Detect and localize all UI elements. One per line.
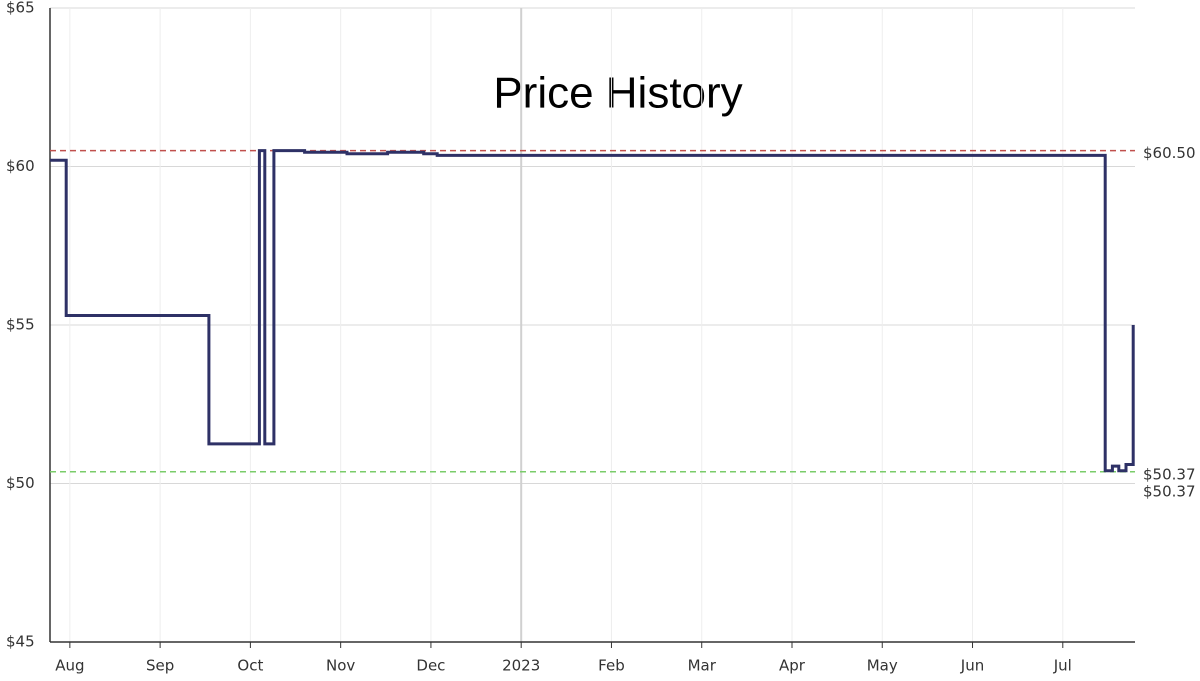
reference-label: $60.50 (1143, 144, 1196, 162)
x-tick-label: Sep (146, 657, 174, 675)
x-tick-label: Aug (55, 657, 84, 675)
y-tick-label: $60 (6, 157, 35, 175)
x-tick-label: Jun (960, 657, 984, 675)
x-tick-label: Dec (416, 657, 445, 675)
x-tick-label: Apr (779, 657, 806, 675)
x-tick-label: Nov (326, 657, 355, 675)
x-tick-label: Oct (237, 657, 263, 675)
y-tick-label: $45 (6, 633, 35, 651)
y-tick-label: $65 (6, 0, 35, 17)
x-tick-label: Jul (1053, 657, 1072, 675)
current-price-label: $50.37 (1143, 482, 1196, 500)
x-tick-label: May (867, 657, 898, 675)
x-tick-label: Feb (598, 657, 625, 675)
x-tick-label: 2023 (502, 657, 540, 675)
y-tick-label: $55 (6, 316, 35, 334)
x-tick-label: Mar (688, 657, 717, 675)
reference-label: $50.37 (1143, 465, 1196, 483)
y-tick-label: $50 (6, 474, 35, 492)
chart-title: Price History (493, 69, 742, 118)
price-line (50, 149, 1135, 473)
